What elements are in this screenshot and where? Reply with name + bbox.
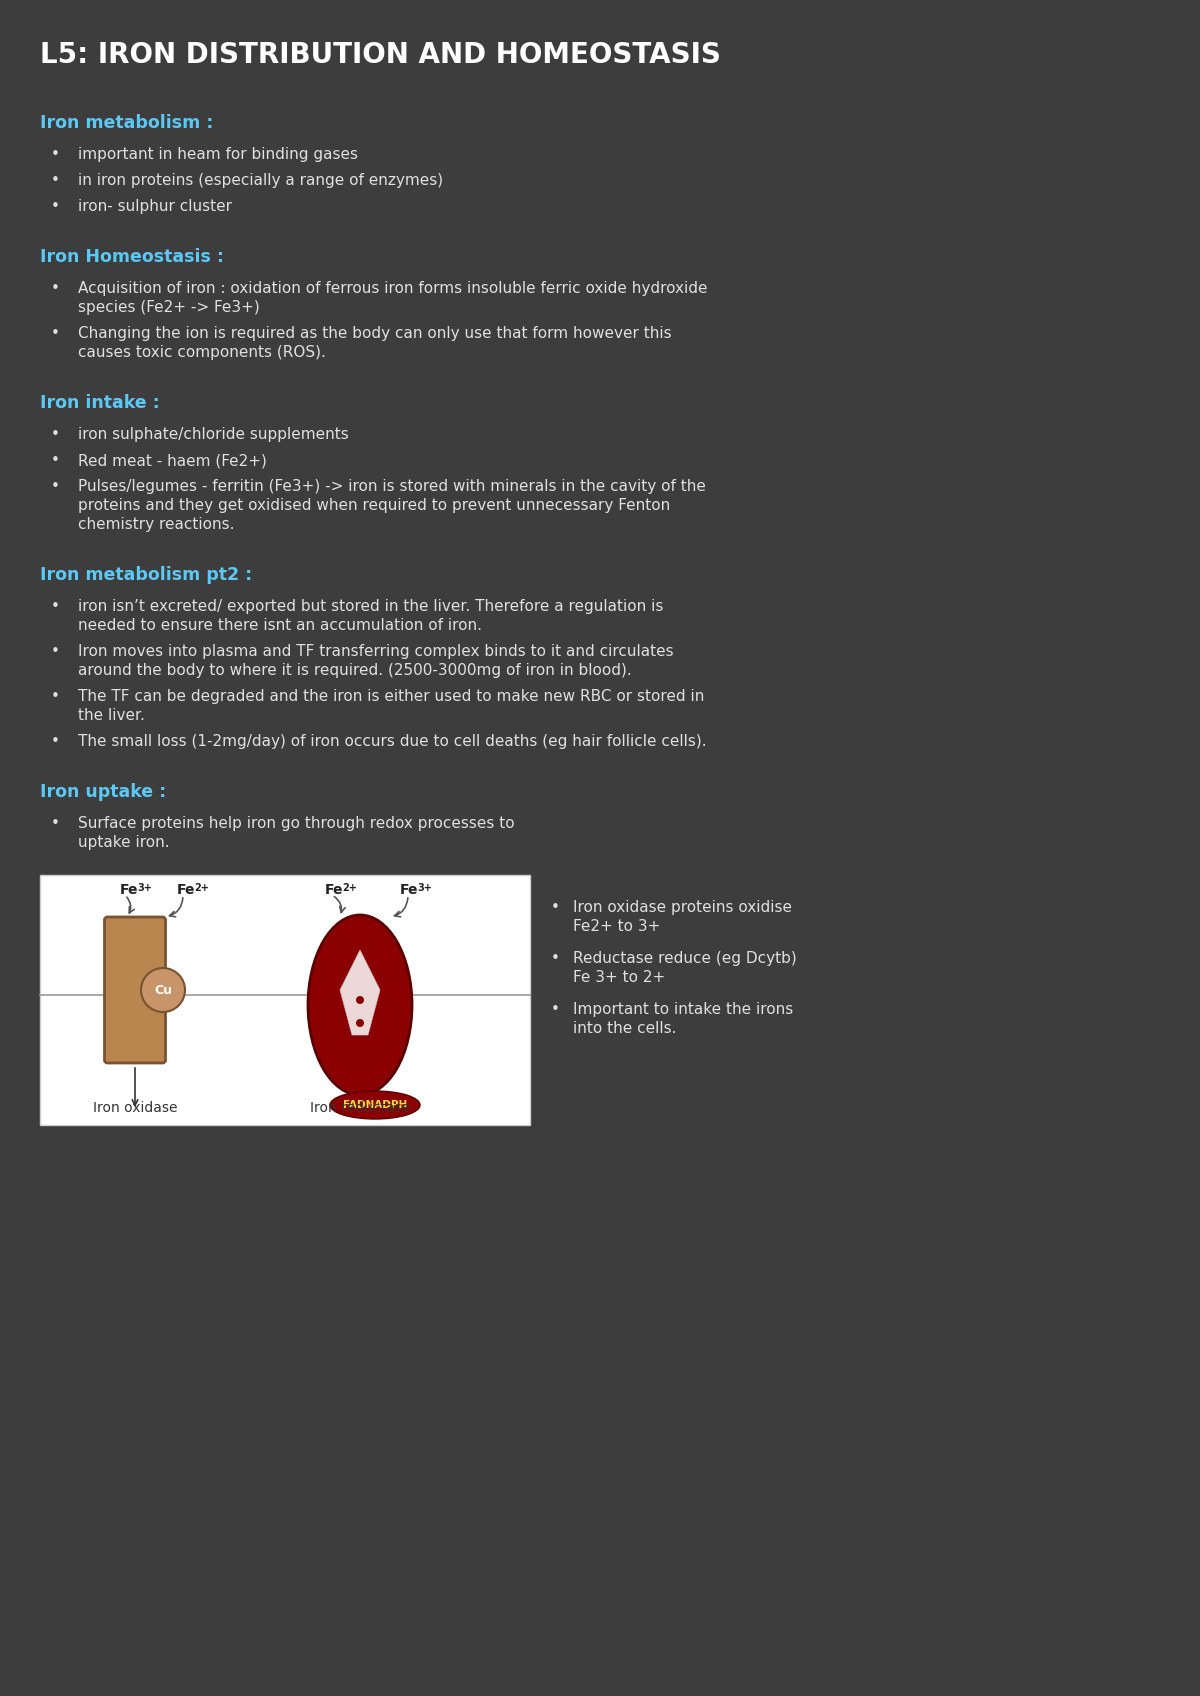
Text: iron sulphate/chloride supplements: iron sulphate/chloride supplements xyxy=(78,427,349,443)
Text: Surface proteins help iron go through redox processes to: Surface proteins help iron go through re… xyxy=(78,816,515,831)
Text: species (Fe2+ -> Fe3+): species (Fe2+ -> Fe3+) xyxy=(78,300,259,315)
Text: •: • xyxy=(50,427,60,443)
Text: FADNADPH: FADNADPH xyxy=(343,1101,407,1109)
Text: •: • xyxy=(50,816,60,831)
Text: Important to intake the irons: Important to intake the irons xyxy=(574,1002,793,1018)
Text: Cu: Cu xyxy=(154,984,172,997)
Text: 3+: 3+ xyxy=(418,884,432,894)
Text: needed to ensure there isnt an accumulation of iron.: needed to ensure there isnt an accumulat… xyxy=(78,617,482,633)
Text: Iron intake :: Iron intake : xyxy=(40,393,160,412)
Text: Fe: Fe xyxy=(400,884,419,897)
Text: Acquisition of iron : oxidation of ferrous iron forms insoluble ferric oxide hyd: Acquisition of iron : oxidation of ferro… xyxy=(78,282,708,297)
Text: Red meat - haem (Fe2+): Red meat - haem (Fe2+) xyxy=(78,453,266,468)
Text: Iron reductase: Iron reductase xyxy=(310,1101,410,1114)
Text: Fe2+ to 3+: Fe2+ to 3+ xyxy=(574,919,660,934)
Text: the liver.: the liver. xyxy=(78,707,145,722)
Text: Fe 3+ to 2+: Fe 3+ to 2+ xyxy=(574,970,665,985)
Text: Iron oxidase proteins oxidise: Iron oxidase proteins oxidise xyxy=(574,901,792,916)
Text: Fe: Fe xyxy=(178,884,196,897)
Polygon shape xyxy=(340,950,380,1035)
Text: uptake iron.: uptake iron. xyxy=(78,834,169,850)
Text: 3+: 3+ xyxy=(137,884,152,894)
Text: iron- sulphur cluster: iron- sulphur cluster xyxy=(78,198,232,214)
Text: Fe: Fe xyxy=(325,884,343,897)
Text: important in heam for binding gases: important in heam for binding gases xyxy=(78,148,358,163)
Text: proteins and they get oxidised when required to prevent unnecessary Fenton: proteins and they get oxidised when requ… xyxy=(78,499,671,512)
Text: Changing the ion is required as the body can only use that form however this: Changing the ion is required as the body… xyxy=(78,326,672,341)
Text: Pulses/legumes - ferritin (Fe3+) -> iron is stored with minerals in the cavity o: Pulses/legumes - ferritin (Fe3+) -> iron… xyxy=(78,478,706,494)
Text: •: • xyxy=(551,951,559,967)
Text: iron isn’t excreted/ exported but stored in the liver. Therefore a regulation is: iron isn’t excreted/ exported but stored… xyxy=(78,599,664,614)
Text: 2+: 2+ xyxy=(194,884,209,894)
Circle shape xyxy=(356,996,364,1004)
Text: causes toxic components (ROS).: causes toxic components (ROS). xyxy=(78,344,326,360)
Text: Iron metabolism :: Iron metabolism : xyxy=(40,114,214,132)
Text: •: • xyxy=(50,326,60,341)
FancyBboxPatch shape xyxy=(104,918,166,1063)
Text: into the cells.: into the cells. xyxy=(574,1021,677,1036)
Text: Iron oxidase: Iron oxidase xyxy=(92,1101,178,1114)
Text: The TF can be degraded and the iron is either used to make new RBC or stored in: The TF can be degraded and the iron is e… xyxy=(78,689,704,704)
Ellipse shape xyxy=(330,1091,420,1119)
Text: in iron proteins (especially a range of enzymes): in iron proteins (especially a range of … xyxy=(78,173,443,188)
Circle shape xyxy=(356,1019,364,1028)
Text: •: • xyxy=(50,148,60,163)
Text: Iron uptake :: Iron uptake : xyxy=(40,784,167,801)
Text: •: • xyxy=(50,282,60,297)
Text: •: • xyxy=(50,734,60,750)
Circle shape xyxy=(142,968,185,1013)
Text: •: • xyxy=(50,478,60,494)
Text: •: • xyxy=(50,644,60,660)
Text: •: • xyxy=(551,901,559,916)
Text: Fe: Fe xyxy=(120,884,138,897)
Text: Iron metabolism pt2 :: Iron metabolism pt2 : xyxy=(40,566,252,583)
Text: •: • xyxy=(50,453,60,468)
Text: •: • xyxy=(50,689,60,704)
Text: chemistry reactions.: chemistry reactions. xyxy=(78,517,234,533)
Text: Iron moves into plasma and TF transferring complex binds to it and circulates: Iron moves into plasma and TF transferri… xyxy=(78,644,673,660)
Text: L5: IRON DISTRIBUTION AND HOMEOSTASIS: L5: IRON DISTRIBUTION AND HOMEOSTASIS xyxy=(40,41,721,70)
Text: Reductase reduce (eg Dcytb): Reductase reduce (eg Dcytb) xyxy=(574,951,797,967)
Bar xyxy=(40,875,530,1124)
Text: around the body to where it is required. (2500-3000mg of iron in blood).: around the body to where it is required.… xyxy=(78,663,631,678)
Text: 2+: 2+ xyxy=(342,884,356,894)
Text: •: • xyxy=(50,198,60,214)
Text: •: • xyxy=(50,173,60,188)
Text: Iron Homeostasis :: Iron Homeostasis : xyxy=(40,248,224,266)
Text: The small loss (1-2mg/day) of iron occurs due to cell deaths (eg hair follicle c: The small loss (1-2mg/day) of iron occur… xyxy=(78,734,707,750)
Ellipse shape xyxy=(308,916,412,1096)
Text: •: • xyxy=(50,599,60,614)
Text: •: • xyxy=(551,1002,559,1018)
